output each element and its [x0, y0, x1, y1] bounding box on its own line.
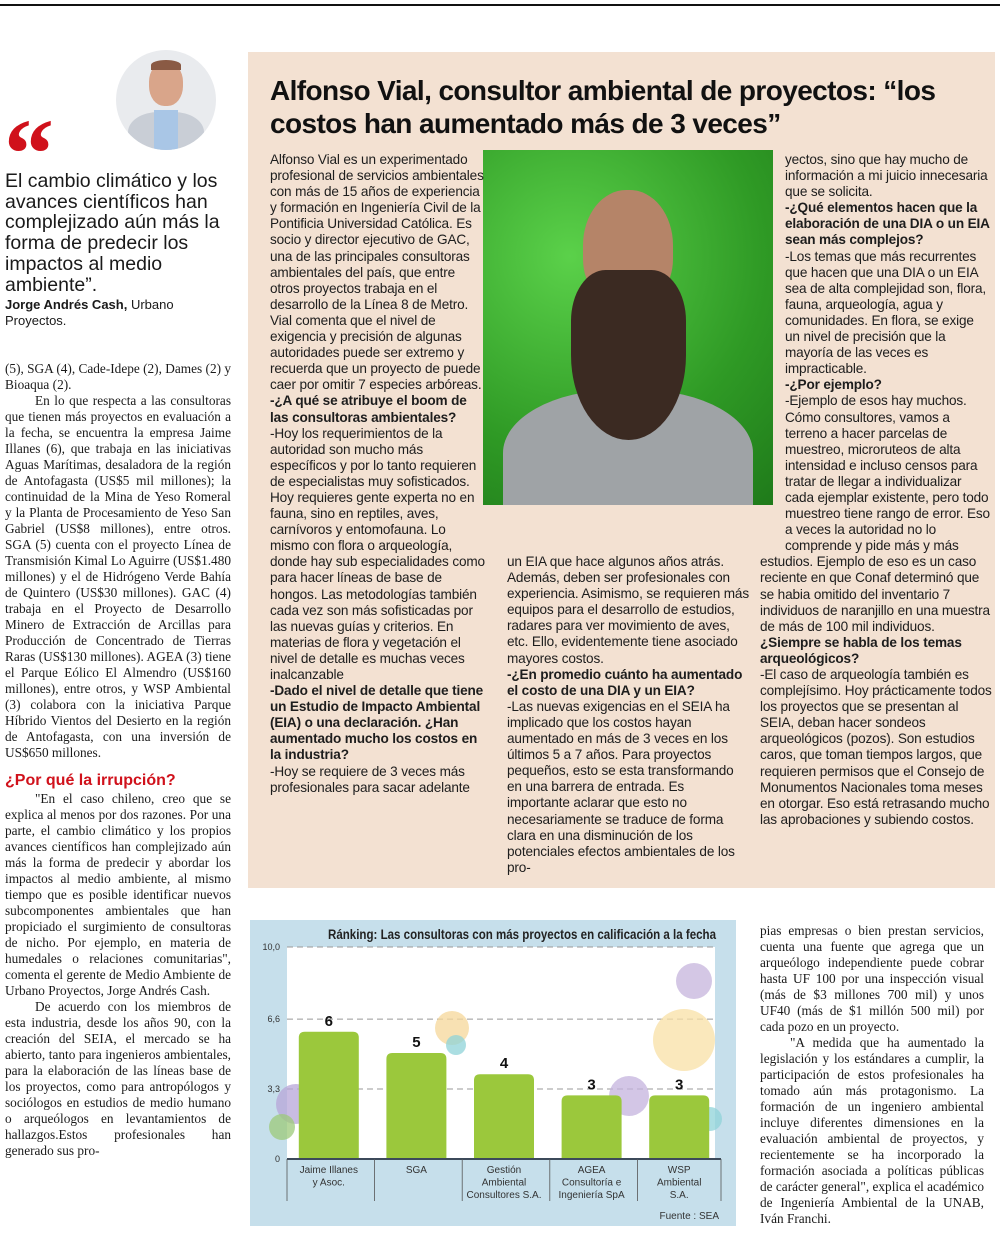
paragraph: "A medida que ha aumentado la legislació… — [760, 1035, 984, 1226]
bar-value-label: 3 — [587, 1076, 595, 1093]
quote-byline: Jorge Andrés Cash, Urbano Proyectos. — [5, 297, 235, 329]
y-tick-label: 10,0 — [262, 942, 280, 952]
bar — [386, 1053, 447, 1159]
interview-answer: -Hoy los requerimientos de la autoridad … — [270, 425, 485, 682]
bar — [561, 1095, 622, 1159]
x-tick-label: Ambiental — [657, 1178, 701, 1189]
quote-author: Jorge Andrés Cash, — [5, 297, 128, 312]
interview-question: -¿Por ejemplo? — [785, 377, 882, 393]
bar — [298, 1031, 359, 1159]
decorative-bubble — [676, 963, 712, 999]
paragraph: pias empresas o bien prestan servicios, … — [760, 923, 984, 1034]
bar-value-label: 6 — [325, 1013, 333, 1030]
paragraph: (5), SGA (4), Cade-Idepe (2), Dames (2) … — [5, 361, 231, 392]
x-tick-label: Consultoría e — [562, 1178, 622, 1189]
x-tick-label: SGA — [406, 1165, 427, 1176]
decorative-bubble — [446, 1035, 466, 1055]
interviewee-photo — [483, 150, 773, 505]
interview-answer: -Los temas que más recurrentes que hacen… — [785, 248, 987, 377]
interview-answer: un EIA que hace algunos años atrás. Adem… — [507, 554, 749, 666]
x-tick-label: Jaime Illanes — [300, 1165, 358, 1176]
bar — [474, 1074, 534, 1159]
decorative-bubble — [653, 1009, 715, 1071]
ranking-chart: Ránking: Las consultoras con más proyect… — [250, 920, 736, 1226]
interview-answer: -El caso de arqueología también es compl… — [760, 667, 992, 827]
paragraph: En lo que respecta a las consultoras que… — [5, 393, 231, 760]
top-rule — [0, 4, 1000, 6]
decorative-bubble — [269, 1114, 295, 1140]
quote-mark-icon: “ — [4, 98, 54, 209]
bar-value-label: 5 — [412, 1034, 420, 1051]
x-tick-label: Consultores S.A. — [466, 1190, 541, 1201]
avatar — [116, 50, 216, 150]
interview-question: -Dado el nivel de detalle que tiene un E… — [270, 683, 484, 763]
x-tick-label: Ingeniería SpA — [559, 1190, 625, 1201]
interview-answer: Alfonso Vial es un experimentado profesi… — [270, 152, 484, 312]
x-tick-label: AGEA — [578, 1165, 606, 1176]
interview-answer: yectos, sino que hay mucho de informació… — [785, 152, 988, 200]
bar — [649, 1095, 710, 1159]
interview-column-2: un EIA que hace algunos años atrás. Adem… — [507, 554, 749, 876]
interview-question: -¿A qué se atribuye el boom de las consu… — [270, 393, 467, 425]
left-column: (5), SGA (4), Cade-Idepe (2), Dames (2) … — [5, 361, 231, 1159]
pull-quote: El cambio climático y los avances cientí… — [5, 170, 220, 296]
paragraph: De acuerdo con los miembros de esta indu… — [5, 999, 231, 1158]
interview-question: ¿Siempre se habla de los temas arqueológ… — [760, 634, 962, 666]
interview-answer: -Hoy se requiere de 3 veces más profesio… — [270, 763, 470, 795]
chart-title: Ránking: Las consultoras con más proyect… — [328, 927, 716, 942]
x-tick-label: Ambiental — [482, 1178, 526, 1189]
chart-source: Fuente : SEA — [660, 1211, 720, 1222]
interview-answer: Vial comenta que el nivel de exigencia y… — [270, 312, 482, 393]
x-tick-label: y Asoc. — [313, 1178, 345, 1189]
interview-question: -¿Qué elementos hacen que la elaboración… — [785, 200, 990, 248]
x-tick-label: S.A. — [670, 1190, 689, 1201]
y-tick-label: 3,3 — [267, 1084, 280, 1094]
interview-column-3: yectos, sino que hay mucho de informació… — [760, 152, 992, 828]
y-tick-label: 6,6 — [267, 1014, 280, 1024]
bar-value-label: 4 — [500, 1055, 509, 1072]
x-tick-label: Gestión — [487, 1165, 521, 1176]
interview-answer: -Ejemplo de esos hay muchos. Cómo consul… — [760, 393, 990, 634]
interview-title: Alfonso Vial, consultor ambiental de pro… — [270, 75, 936, 139]
quote-affiliation: Urbano Proyectos. — [5, 297, 174, 328]
right-column: pias empresas o bien prestan servicios, … — [760, 923, 984, 1227]
section-heading: ¿Por qué la irrupción? — [5, 772, 176, 789]
chart-svg: Ránking: Las consultoras con más proyect… — [262, 927, 722, 1222]
y-tick-label: 0 — [275, 1154, 280, 1164]
interview-question: -¿En promedio cuánto ha aumentado el cos… — [507, 666, 743, 698]
interview-column-1: Alfonso Vial es un experimentado profesi… — [270, 152, 488, 796]
paragraph: "En el caso chileno, creo que se explica… — [5, 791, 231, 998]
interview-answer: -Las nuevas exigencias en el SEIA ha imp… — [507, 698, 735, 875]
bar-value-label: 3 — [675, 1076, 683, 1093]
x-tick-label: WSP — [668, 1165, 691, 1176]
